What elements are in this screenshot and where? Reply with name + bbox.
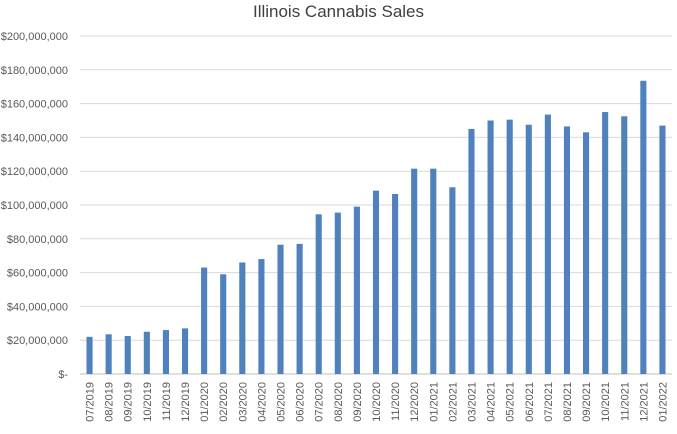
- x-tick-label: 07/2020: [314, 382, 326, 422]
- x-tick-label: 09/2021: [581, 382, 593, 422]
- bar: [334, 212, 341, 374]
- bar: [372, 190, 380, 374]
- bar: [143, 331, 150, 374]
- bar: [506, 119, 513, 374]
- bar: [602, 112, 609, 375]
- x-tick-label: 07/2019: [85, 382, 97, 422]
- bar: [124, 335, 131, 374]
- x-tick-label: 08/2021: [562, 382, 574, 422]
- x-tick-label: 09/2020: [352, 382, 364, 422]
- bar: [392, 194, 399, 374]
- bar: [563, 126, 571, 374]
- x-tick-label: 04/2021: [486, 382, 498, 422]
- x-tick-label: 07/2021: [543, 382, 555, 422]
- bar: [487, 120, 494, 374]
- y-tick-label: $120,000,000: [1, 166, 68, 178]
- x-tick-label: 05/2021: [505, 382, 517, 422]
- y-tick-label: $40,000,000: [7, 301, 68, 313]
- x-tick-label: 01/2020: [199, 382, 211, 422]
- y-tick-label: $200,000,000: [1, 31, 68, 43]
- x-tick-label: 11/2020: [390, 382, 402, 421]
- y-tick-label: $60,000,000: [7, 268, 68, 280]
- bar: [544, 114, 551, 375]
- bar: [201, 267, 208, 374]
- x-tick-label: 10/2020: [371, 382, 383, 422]
- y-tick-label: $-: [58, 369, 68, 381]
- bar: [353, 206, 360, 374]
- bar: [640, 80, 647, 374]
- bar: [315, 214, 322, 374]
- bar: [430, 168, 437, 374]
- bar: [583, 132, 590, 374]
- x-tick-label: 11/2019: [161, 382, 173, 421]
- x-tick-label: 03/2021: [466, 382, 478, 422]
- bar: [105, 334, 112, 374]
- x-tick-label: 12/2019: [180, 382, 192, 422]
- y-tick-label: $80,000,000: [7, 234, 68, 246]
- x-tick-label: 10/2021: [600, 382, 612, 422]
- y-tick-label: $100,000,000: [1, 200, 68, 212]
- bar: [659, 125, 666, 374]
- x-tick-label: 06/2021: [524, 382, 536, 422]
- bar: [296, 243, 303, 374]
- bar: [258, 259, 265, 374]
- bar: [525, 124, 532, 374]
- x-tick-label: 09/2019: [123, 382, 135, 422]
- bar: [162, 330, 169, 374]
- bar: [220, 274, 227, 374]
- bar: [277, 244, 284, 374]
- bar: [411, 168, 418, 374]
- y-tick-label: $140,000,000: [1, 132, 68, 144]
- x-tick-label: 02/2020: [218, 382, 230, 422]
- bar: [621, 116, 628, 375]
- y-tick-label: $160,000,000: [1, 99, 68, 111]
- y-tick-label: $180,000,000: [1, 65, 68, 77]
- x-tick-label: 12/2021: [638, 382, 650, 422]
- chart-title: Illinois Cannabis Sales: [252, 2, 425, 21]
- x-tick-label: 12/2020: [409, 382, 421, 422]
- x-tick-label: 06/2020: [295, 382, 307, 422]
- bar: [449, 187, 456, 374]
- x-tick-label: 10/2019: [142, 382, 154, 422]
- x-tick-label: 11/2021: [619, 382, 631, 421]
- bar: [86, 336, 93, 374]
- x-tick-label: 05/2020: [276, 382, 288, 422]
- bar: [239, 262, 246, 374]
- x-tick-label: 04/2020: [256, 382, 268, 422]
- x-tick-label: 02/2021: [447, 382, 459, 422]
- x-tick-label: 01/2022: [657, 382, 669, 422]
- x-tick-label: 08/2019: [104, 382, 116, 422]
- x-tick-label: 08/2020: [333, 382, 345, 422]
- bar: [468, 128, 475, 374]
- y-tick-label: $20,000,000: [7, 335, 68, 347]
- bar: [181, 328, 189, 374]
- x-tick-label: 03/2020: [237, 382, 249, 422]
- x-tick-label: 01/2021: [428, 382, 440, 422]
